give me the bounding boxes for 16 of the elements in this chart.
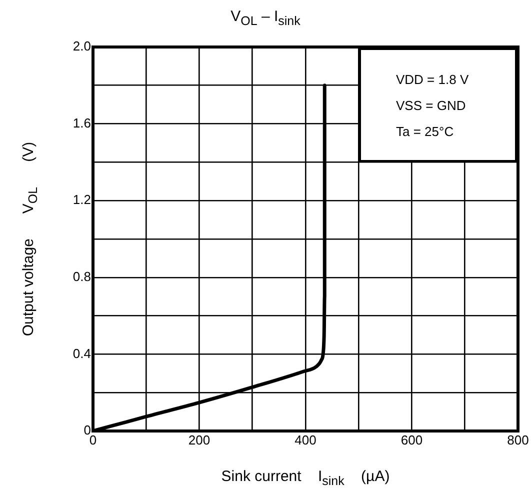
y-tick-label: 0.4 (72, 346, 91, 361)
annotation: Ta = 25°C (396, 123, 455, 141)
annotation: VSS = GND (396, 97, 467, 115)
note-box: VDD = 1.8 V VSS = GND Ta = 25°C (359, 47, 518, 162)
x-tick-label: 200 (188, 432, 210, 448)
y-tick-label: 1.2 (72, 192, 91, 208)
y-tick-label: 0.8 (72, 268, 91, 284)
annotation: VDD = 1.8 V (396, 71, 470, 89)
y-tick-label: 0 (84, 422, 91, 438)
y-tick-label: 2.0 (72, 38, 91, 54)
x-tick-label: 400 (294, 432, 316, 448)
y-tick-label: 1.6 (72, 115, 91, 130)
text: Sink current I$_{sink}$ (µA) (221, 468, 390, 488)
x-tick-label: 600 (400, 432, 423, 448)
chart-title: V$_{OL}$ – I$_{sink}$ (230, 8, 302, 28)
x-tick-label: 800 (507, 432, 529, 448)
